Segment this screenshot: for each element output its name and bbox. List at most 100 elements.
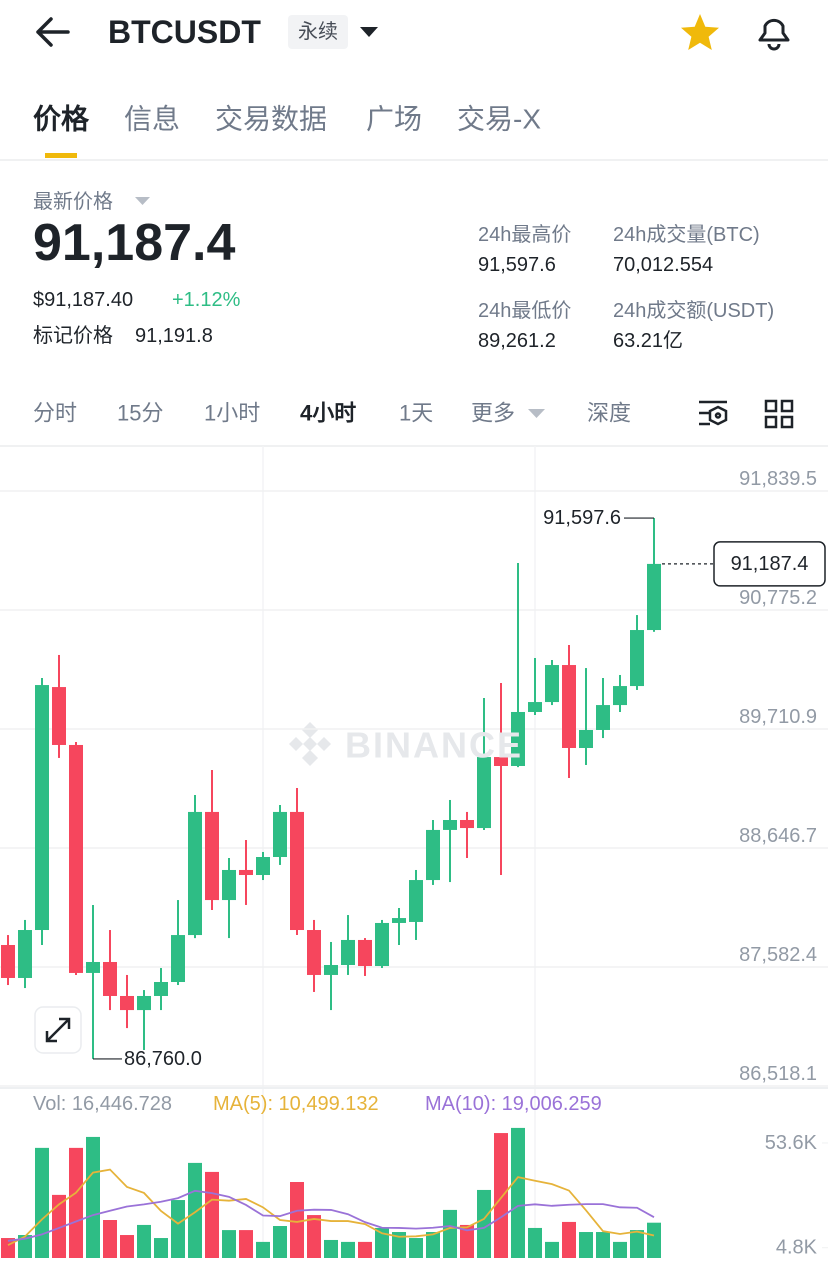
candle-body [273,811,287,858]
y-tick-label: 53.6K [765,1132,818,1154]
volume-bar [137,1224,151,1258]
interval-option[interactable]: 1天 [399,401,433,426]
volume-bar [596,1232,610,1258]
interval-option[interactable]: 4小时 [300,401,356,426]
tab[interactable]: 交易-X [457,104,541,135]
price-title: 最新价格 [33,190,113,213]
candle-body [511,711,525,766]
candle-body [647,563,661,631]
candle-body [443,819,457,830]
candle-body [256,857,270,876]
candle-body [52,687,66,745]
contract-type: 永续 [298,20,338,43]
price-dropdown[interactable] [135,197,150,205]
expand-button[interactable] [34,1006,82,1054]
volume-bar [426,1232,440,1258]
y-tick-label: 86,518.1 [739,1063,817,1085]
mark-price: 91,191.8 [135,325,213,347]
candle-body [596,705,610,730]
candle-body [630,630,644,687]
interval-option[interactable]: 1小时 [204,401,260,426]
moving-average-line [7,1189,655,1242]
back-button[interactable] [36,17,70,47]
volume-bar [647,1222,661,1258]
candle-body [579,729,593,748]
candle-body [477,757,491,829]
candle-body [137,995,151,1011]
moving-average-line [7,1168,655,1246]
candle-body [494,757,508,766]
last-price-label: 91,187.4 [731,553,809,575]
y-tick-label: 88,646.7 [739,825,817,847]
legend-entry: Vol: 16,446.728 [33,1093,172,1115]
price-change: +1.12% [172,289,241,311]
legend-entry: MA(5): 10,499.132 [213,1093,379,1115]
volume-bar [239,1230,253,1258]
more-dropdown[interactable] [528,409,545,418]
interval-option[interactable]: 分时 [33,401,77,426]
mark-price-label: 标记价格 [33,324,113,347]
candle-body [18,930,32,978]
candle-body [171,935,185,983]
stat-label: 24h成交量(BTC) [613,223,760,246]
tab[interactable]: 价格 [33,104,90,135]
volume-bar [205,1171,219,1258]
symbol: BTCUSDT [108,14,261,50]
chart-settings-icon[interactable] [699,400,728,426]
candle-body [205,811,219,901]
contract-badge [288,15,348,49]
candle-body [426,829,440,881]
tab[interactable]: 交易数据 [215,104,327,135]
candle-body [528,702,542,712]
candle-body [613,686,627,706]
y-tick-label: 87,582.4 [739,944,817,966]
interval-option[interactable]: 15分 [117,401,163,426]
usd-price: $91,187.40 [33,289,133,311]
watermark-logo [289,722,331,766]
stat-value: 91,597.6 [478,254,556,276]
stat-value: 70,012.554 [613,254,713,276]
chart-marks [0,490,828,1258]
candle-body [341,939,355,966]
candle-body [222,869,236,901]
candle-body [460,819,474,829]
volume-bar [579,1232,593,1258]
candle-body [375,922,389,967]
volume-bar [545,1241,559,1258]
candle-body [86,961,100,973]
volume-bar [35,1147,49,1258]
candle-body [409,880,423,922]
y-tick-label: 89,710.9 [739,706,817,728]
volume-bar [18,1235,32,1258]
candle-body [392,918,406,923]
y-tick-label: 91,839.5 [739,468,817,490]
interval-option[interactable]: 更多 [471,401,515,426]
volume-bar [341,1241,355,1258]
high-marker-label: 91,597.6 [543,507,621,529]
low-marker-label: 86,760.0 [124,1048,202,1070]
candle-body [69,744,83,973]
favorite-star[interactable] [681,14,719,50]
volume-bar [630,1230,644,1258]
candle-body [154,982,168,996]
tab[interactable]: 信息 [124,104,180,135]
candle-body [545,665,559,703]
y-tick-label: 90,775.2 [739,587,817,609]
layout-icon[interactable] [764,399,794,429]
volume-bar [375,1227,389,1258]
stat-label: 24h成交额(USDT) [613,299,774,322]
interval-option[interactable]: 深度 [587,401,631,426]
notification-bell[interactable] [758,18,790,51]
candle-body [562,665,576,748]
stat-value: 63.21亿 [613,329,683,352]
symbol-dropdown[interactable] [360,27,378,37]
volume-bar [613,1241,627,1258]
watermark: BINANCE [345,725,523,766]
volume-bar [103,1220,117,1258]
tab[interactable]: 广场 [366,104,422,135]
volume-bar [324,1239,338,1258]
last-price: 91,187.4 [33,214,235,272]
legend-entry: MA(10): 19,006.259 [425,1093,602,1115]
candle-body [35,685,49,931]
candle-body [358,939,372,967]
